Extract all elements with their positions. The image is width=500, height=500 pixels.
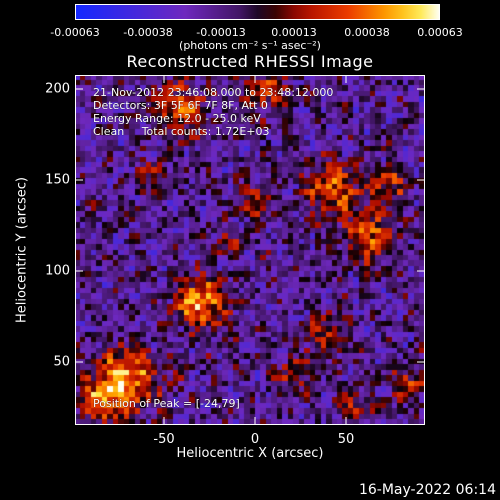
x-axis-label: Heliocentric X (arcsec) [176, 446, 324, 461]
annotation-peak-position: Position of Peak = [-24,79] [93, 397, 240, 410]
y-tick-label: 50 [53, 354, 70, 370]
y-tick-label: 200 [45, 81, 70, 97]
colorbar-tick: 0.00013 [271, 26, 317, 39]
y-tick-label: 100 [45, 263, 70, 279]
y-tick-label: 150 [45, 172, 70, 188]
colorbar-tick: 0.00038 [344, 26, 390, 39]
y-axis-label: Heliocentric Y (arcsec) [14, 177, 30, 323]
colorbar-tick: -0.00038 [123, 26, 173, 39]
footer-date: 16-May-2022 06:14 [358, 482, 496, 498]
annotation-clean-counts: Clean Total counts: 1.72E+03 [93, 125, 270, 138]
annotation-energy-range: Energy Range: 12.0 - 25.0 keV [93, 112, 261, 125]
annotation-detectors: Detectors: 3F 5F 6F 7F 8F, Att 0 [93, 99, 268, 112]
colorbar-tick: 0.00063 [417, 26, 463, 39]
x-tick-label: 50 [337, 432, 355, 447]
annotation-time-range: 21-Nov-2012 23:46:08.000 to 23:48:12.000 [93, 86, 334, 99]
rhessi-image [75, 75, 425, 425]
colorbar-tick: -0.00063 [50, 26, 100, 39]
x-tick-label: -50 [153, 432, 175, 447]
colorbar [75, 4, 440, 20]
colorbar-tick: -0.00013 [196, 26, 246, 39]
plot-title: Reconstructed RHESSI Image [126, 52, 374, 71]
x-tick-label: 0 [250, 432, 260, 447]
colorbar-units: (photons cm⁻² s⁻¹ asec⁻²) [179, 39, 321, 52]
